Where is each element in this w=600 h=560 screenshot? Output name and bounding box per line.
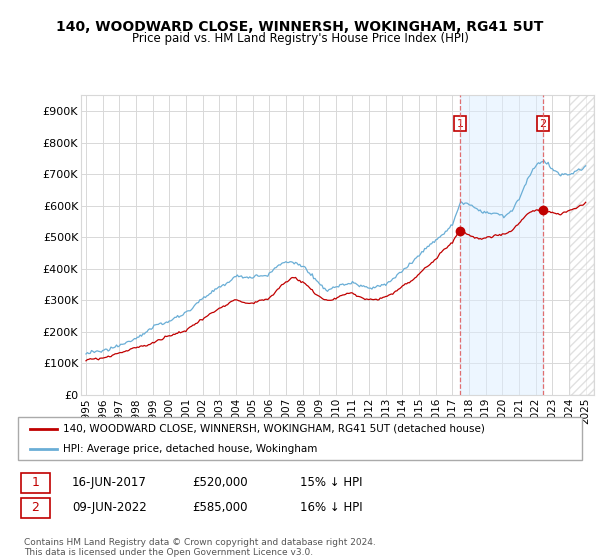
Bar xyxy=(571,95,594,395)
Bar xyxy=(460,95,543,395)
Text: 09-JUN-2022: 09-JUN-2022 xyxy=(72,501,147,515)
Text: Price paid vs. HM Land Registry's House Price Index (HPI): Price paid vs. HM Land Registry's House … xyxy=(131,32,469,45)
Text: 16-JUN-2017: 16-JUN-2017 xyxy=(72,476,147,489)
Text: £585,000: £585,000 xyxy=(192,501,248,515)
Text: HPI: Average price, detached house, Wokingham: HPI: Average price, detached house, Woki… xyxy=(63,445,317,454)
Text: 15% ↓ HPI: 15% ↓ HPI xyxy=(300,476,362,489)
Text: 140, WOODWARD CLOSE, WINNERSH, WOKINGHAM, RG41 5UT: 140, WOODWARD CLOSE, WINNERSH, WOKINGHAM… xyxy=(56,20,544,34)
Text: Contains HM Land Registry data © Crown copyright and database right 2024.
This d: Contains HM Land Registry data © Crown c… xyxy=(24,538,376,557)
Text: 2: 2 xyxy=(539,119,547,129)
Text: 1: 1 xyxy=(457,119,464,129)
Text: 140, WOODWARD CLOSE, WINNERSH, WOKINGHAM, RG41 5UT (detached house): 140, WOODWARD CLOSE, WINNERSH, WOKINGHAM… xyxy=(63,424,485,434)
Text: £520,000: £520,000 xyxy=(192,476,248,489)
Text: 16% ↓ HPI: 16% ↓ HPI xyxy=(300,501,362,515)
Text: 1: 1 xyxy=(31,476,40,489)
Text: 2: 2 xyxy=(31,501,40,515)
